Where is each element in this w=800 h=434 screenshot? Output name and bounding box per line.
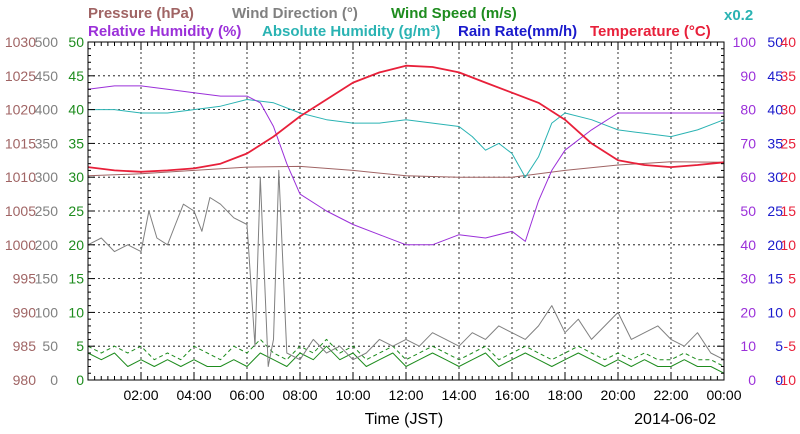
tick-label-wind_direction: 300: [35, 169, 59, 185]
tick-label-relative_humidity: 10: [740, 338, 756, 354]
x-tick-label: 02:00: [123, 387, 158, 403]
tick-label-wind_speed: 50: [68, 34, 84, 50]
tick-label-temperature: 35: [780, 68, 796, 84]
tick-label-wind_speed: 35: [68, 135, 84, 151]
tick-label-wind_speed: 10: [68, 304, 84, 320]
tick-label-temperature: 15: [780, 203, 796, 219]
tick-label-relative_humidity: 60: [740, 169, 756, 185]
date-label: 2014-06-02: [634, 411, 716, 428]
x-tick-label: 14:00: [441, 387, 476, 403]
tick-label-wind_direction: 200: [35, 237, 59, 253]
x-tick-label: 10:00: [335, 387, 370, 403]
x-tick-label: 00:00: [706, 387, 741, 403]
tick-label-temperature: 25: [780, 135, 796, 151]
tick-label-relative_humidity: 80: [740, 102, 756, 118]
tick-label-rain_rate: 10: [767, 304, 783, 320]
x-tick-label: 06:00: [229, 387, 264, 403]
legend-wind-speed: Wind Speed (m/s): [391, 5, 517, 22]
tick-label-pressure: 985: [13, 338, 37, 354]
tick-label-wind_speed: 5: [76, 338, 84, 354]
x-tick-label: 08:00: [282, 387, 317, 403]
x-axis-title: Time (JST): [365, 411, 444, 428]
tick-label-temperature: 40: [780, 34, 796, 50]
tick-label-wind_direction: 450: [35, 68, 59, 84]
tick-label-relative_humidity: 40: [740, 237, 756, 253]
tick-label-pressure: 990: [13, 304, 37, 320]
tick-label-wind_direction: 250: [35, 203, 59, 219]
tick-label-wind_speed: 15: [68, 271, 84, 287]
tick-label-wind_speed: 0: [76, 372, 84, 388]
tick-label-temperature: 20: [780, 169, 796, 185]
legend-relative-humidity: Relative Humidity (%): [88, 23, 241, 40]
tick-label-wind_direction: 150: [35, 271, 59, 287]
tick-label-relative_humidity: 100: [733, 34, 757, 50]
tick-label-relative_humidity: 0: [748, 372, 756, 388]
tick-label-wind_direction: 0: [50, 372, 58, 388]
tick-label-wind_direction: 500: [35, 34, 59, 50]
legend-pressure: Pressure (hPa): [88, 5, 194, 22]
tick-label-temperature: 30: [780, 102, 796, 118]
tick-label-relative_humidity: 30: [740, 271, 756, 287]
tick-label-pressure: 1025: [5, 68, 36, 84]
tick-label-wind_speed: 40: [68, 102, 84, 118]
tick-label-wind_speed: 30: [68, 169, 84, 185]
tick-label-pressure: 1005: [5, 203, 36, 219]
tick-label-relative_humidity: 50: [740, 203, 756, 219]
tick-label-wind_direction: 50: [42, 338, 58, 354]
tick-label-pressure: 1020: [5, 102, 36, 118]
tick-label-wind_speed: 20: [68, 237, 84, 253]
tick-label-temperature: 5: [788, 271, 796, 287]
tick-label-wind_speed: 25: [68, 203, 84, 219]
tick-label-relative_humidity: 20: [740, 304, 756, 320]
tick-label-pressure: 1030: [5, 34, 36, 50]
tick-label-wind_direction: 350: [35, 135, 59, 151]
tick-label-temperature: -10: [776, 372, 796, 388]
tick-label-wind_direction: 400: [35, 102, 59, 118]
tick-label-temperature: 0: [788, 304, 796, 320]
x-tick-label: 12:00: [388, 387, 423, 403]
legend-rain-rate: Rain Rate(mm/h): [458, 23, 577, 40]
tick-label-rain_rate: 5: [775, 338, 783, 354]
chart-background: [0, 0, 800, 434]
tick-label-relative_humidity: 70: [740, 135, 756, 151]
x-tick-label: 16:00: [494, 387, 529, 403]
tick-label-pressure: 1010: [5, 169, 36, 185]
x-tick-label: 18:00: [547, 387, 582, 403]
abs-humidity-scale-note: x0.2: [724, 7, 753, 24]
tick-label-wind_speed: 45: [68, 68, 84, 84]
x-tick-label: 22:00: [653, 387, 688, 403]
x-tick-label: 04:00: [176, 387, 211, 403]
tick-label-relative_humidity: 90: [740, 68, 756, 84]
tick-label-pressure: 1000: [5, 237, 36, 253]
tick-label-pressure: 995: [13, 271, 37, 287]
weather-chart: Pressure (hPa) Wind Direction (°) Wind S…: [0, 0, 800, 434]
x-tick-label: 20:00: [600, 387, 635, 403]
legend-temperature: Temperature (°C): [590, 23, 711, 40]
tick-label-wind_direction: 100: [35, 304, 59, 320]
legend-wind-direction: Wind Direction (°): [232, 5, 358, 22]
tick-label-pressure: 980: [13, 372, 37, 388]
tick-label-rain_rate: 15: [767, 271, 783, 287]
tick-label-temperature: 10: [780, 237, 796, 253]
legend-absolute-humidity: Absolute Humidity (g/m³): [262, 23, 440, 40]
tick-label-temperature: -5: [784, 338, 797, 354]
tick-label-pressure: 1015: [5, 135, 36, 151]
